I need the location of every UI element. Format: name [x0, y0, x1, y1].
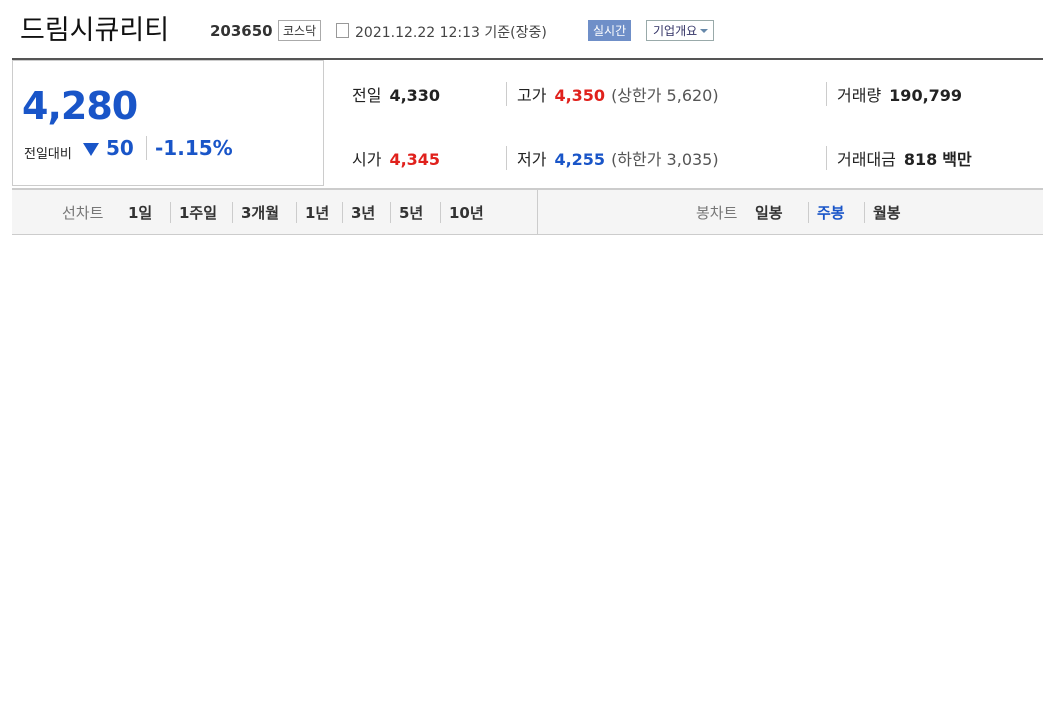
change-label: 전일대비 [24, 147, 72, 162]
tab[interactable]: 3년 [342, 202, 375, 223]
stat: 고가 4,350 (상한가 5,620) [506, 82, 719, 106]
stat-value: 190,799 [889, 86, 963, 105]
stat-note: (상한가 5,620) [611, 86, 719, 105]
stat-label: 전일 [352, 86, 382, 105]
stat-label: 저가 [517, 150, 547, 169]
tab-separator [537, 190, 538, 234]
stock-code: 203650 [210, 22, 273, 40]
stock-name: 드림시큐리티 [20, 15, 170, 46]
timestamp: 2021.12.22 12:13 기준(장중) [355, 25, 547, 41]
stat: 저가 4,255 (하한가 3,035) [506, 146, 719, 170]
stat-value: 4,345 [389, 150, 441, 169]
company-dropdown[interactable]: 기업개요 [646, 20, 715, 41]
stat-value: 818 [903, 150, 938, 169]
stat-label: 거래량 [837, 86, 882, 105]
tab[interactable]: 1주일 [170, 202, 217, 223]
change-pct: -1.15% [146, 136, 233, 160]
tab[interactable]: 10년 [440, 202, 484, 223]
realtime-button[interactable]: 실시간 [588, 20, 632, 41]
tab[interactable]: 주봉 [808, 202, 845, 223]
stat-value: 4,350 [554, 86, 606, 105]
tab-bar [12, 189, 1043, 235]
change: 50 [106, 136, 134, 160]
stat-label: 시가 [352, 150, 382, 169]
tab[interactable]: 3개월 [232, 202, 279, 223]
tab[interactable]: 1일 [128, 204, 153, 222]
summary-box [12, 58, 1043, 189]
stat-unit: 백만 [942, 150, 972, 169]
tab[interactable]: 5년 [390, 202, 423, 223]
current-price: 4,280 [22, 84, 138, 128]
tab: 선차트 [62, 204, 104, 222]
tab[interactable]: 월봉 [864, 202, 901, 223]
stat: 거래대금 818 백만 [826, 146, 972, 170]
stat-label: 고가 [517, 86, 547, 105]
chart [0, 240, 1043, 709]
tab: 봉차트 [696, 204, 738, 222]
stat-label: 거래대금 [837, 150, 896, 169]
market-badge: 코스닥 [278, 20, 322, 41]
stat: 시가 4,345 [352, 146, 440, 170]
stat-note: (하한가 3,035) [611, 150, 719, 169]
stat-value: 4,330 [389, 86, 441, 105]
stat: 전일 4,330 [352, 82, 440, 106]
stat-value: 4,255 [554, 150, 606, 169]
down-arrow: 2,8153,4694,1234,7775,4306,0846,73811/06… [83, 143, 99, 156]
tab[interactable]: 1년 [296, 202, 329, 223]
price-box [12, 60, 324, 186]
doc-icon [336, 23, 349, 38]
tab[interactable]: 일봉 [755, 204, 783, 222]
stat: 거래량 190,799 [826, 82, 962, 106]
